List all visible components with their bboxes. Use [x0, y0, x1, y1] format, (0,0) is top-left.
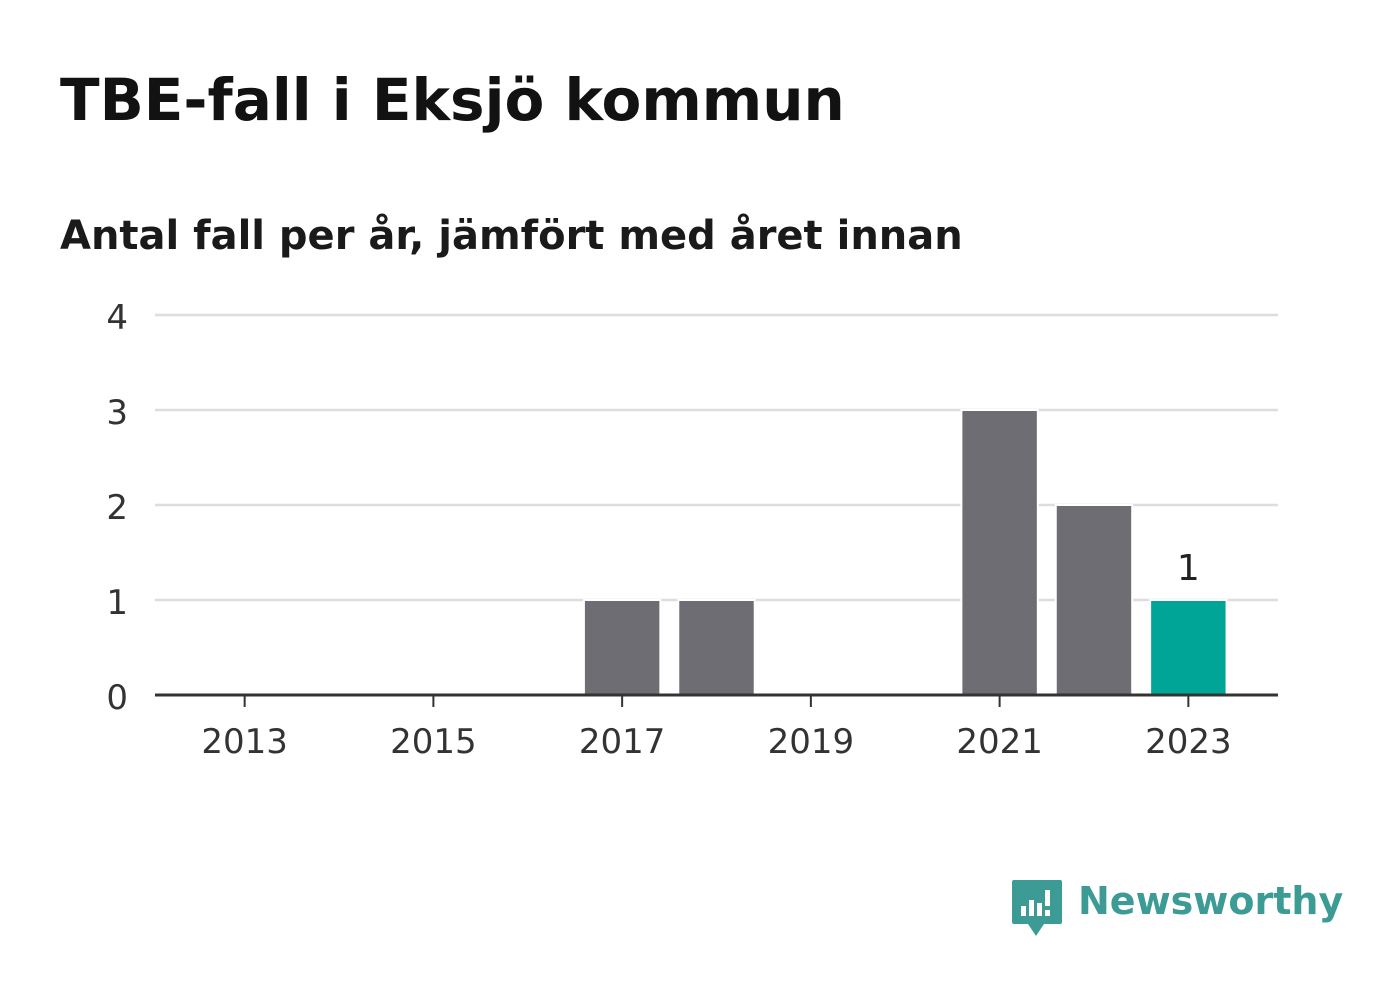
y-tick-label: 2 [106, 488, 128, 528]
brand-name: Newsworthy [1078, 879, 1344, 923]
bar-2022 [1054, 504, 1134, 696]
brand: Newsworthy [1010, 876, 1343, 942]
data-labels: 1 [1177, 548, 1200, 589]
data-label-2023: 1 [1177, 548, 1200, 589]
bar-2023 [1149, 599, 1228, 696]
newsworthy-logo-icon [1012, 880, 1062, 936]
x-tick-label: 2013 [201, 722, 288, 762]
y-tick-label: 4 [106, 298, 128, 338]
y-tick-label: 0 [106, 678, 128, 718]
bar-2018 [677, 599, 756, 696]
y-tick-label: 1 [106, 583, 128, 623]
x-tick-label: 2017 [579, 722, 666, 762]
x-tick-label: 2023 [1145, 722, 1232, 762]
bar-2021 [960, 409, 1039, 696]
x-tick-labels: 2013 2015 2017 2019 2021 2023 [201, 722, 1231, 762]
chart-title: TBE-fall i Eksjö kommun [60, 66, 845, 134]
y-tick-label: 3 [106, 393, 128, 433]
x-axis [155, 693, 1278, 707]
bar-2017 [582, 599, 662, 696]
bars [582, 409, 1228, 696]
x-tick-label: 2019 [768, 722, 855, 762]
x-tick-label: 2021 [956, 722, 1043, 762]
x-tick-label: 2015 [390, 722, 477, 762]
y-tick-labels: 0 1 2 3 4 [106, 298, 128, 718]
chart-subtitle: Antal fall per år, jämfört med året inna… [60, 213, 963, 259]
